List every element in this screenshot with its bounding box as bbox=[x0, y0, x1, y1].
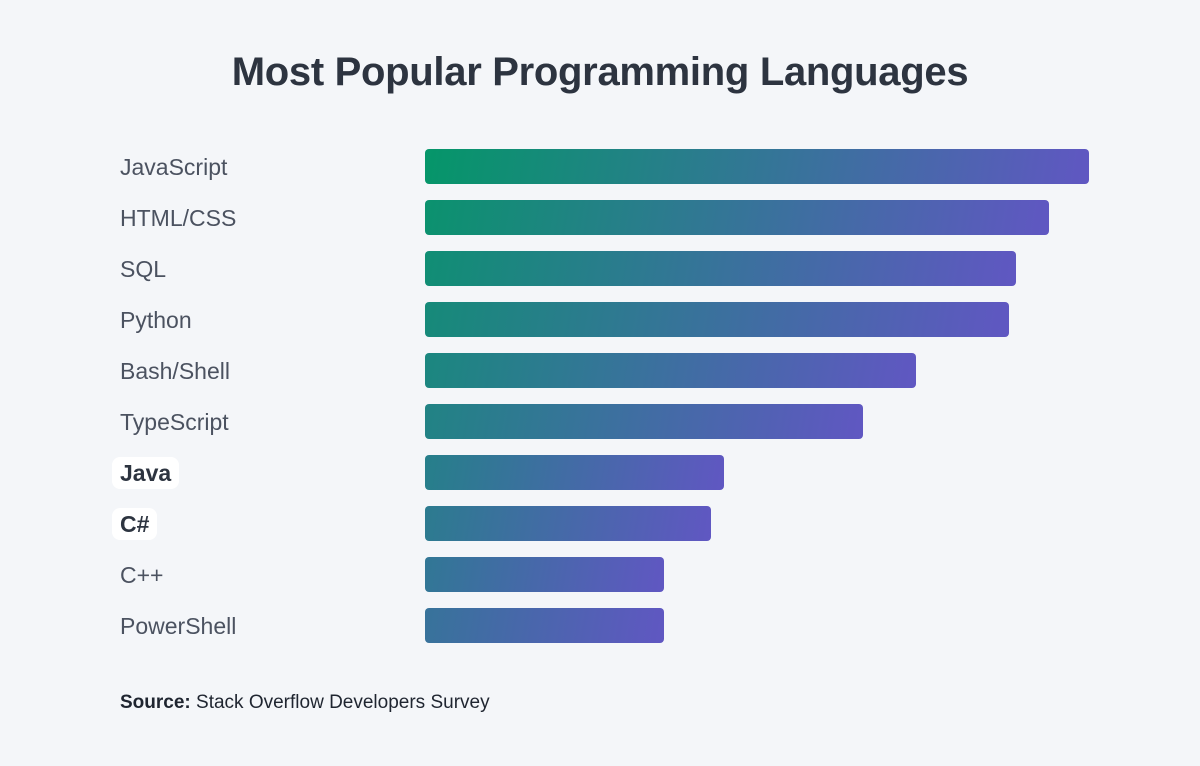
bar-label: Bash/Shell bbox=[120, 358, 230, 384]
bar bbox=[425, 251, 1016, 286]
bar bbox=[425, 200, 1049, 235]
bar-label: Python bbox=[120, 307, 192, 333]
bar bbox=[425, 302, 1009, 337]
source-note: Source: Stack Overflow Developers Survey bbox=[120, 692, 490, 714]
bar bbox=[425, 557, 664, 592]
bar bbox=[425, 455, 724, 490]
bar bbox=[425, 404, 863, 439]
bar bbox=[425, 353, 916, 388]
bar-label: C# bbox=[112, 508, 158, 540]
bar-label: HTML/CSS bbox=[120, 205, 237, 231]
source-label: Source: bbox=[120, 692, 191, 713]
bar-label: C++ bbox=[120, 562, 164, 588]
bar-label: PowerShell bbox=[120, 613, 237, 639]
bar-label: TypeScript bbox=[120, 409, 229, 435]
bar bbox=[425, 149, 1089, 184]
bar-label: SQL bbox=[120, 256, 167, 282]
bar-label: Java bbox=[112, 457, 180, 489]
bar bbox=[425, 608, 664, 643]
bar-label: JavaScript bbox=[120, 154, 228, 180]
bar bbox=[425, 506, 711, 541]
chart-title: Most Popular Programming Languages bbox=[231, 50, 969, 94]
source-text: Stack Overflow Developers Survey bbox=[190, 692, 490, 713]
